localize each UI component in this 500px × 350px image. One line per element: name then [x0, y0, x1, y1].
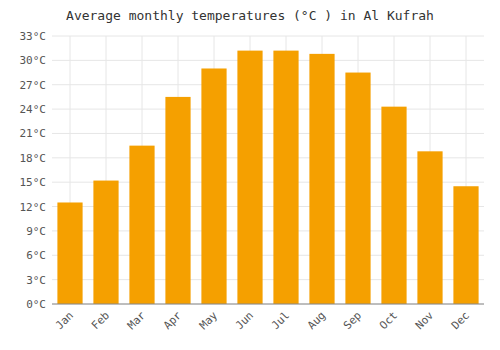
bar [201, 68, 226, 304]
x-tick-label: May [197, 309, 221, 333]
x-tick-label: Aug [305, 309, 328, 332]
y-tick-label: 6°C [26, 249, 46, 262]
x-axis: Jan Feb Mar Apr May Jun Jul Aug Sep Oct Nov Dec [52, 304, 484, 332]
y-tick-label: 24°C [20, 103, 47, 116]
y-tick-label: 33°C [20, 30, 47, 43]
bar [345, 73, 370, 304]
y-grid-line [52, 36, 484, 37]
y-grid-line [52, 84, 484, 85]
x-tick-label: Sep [341, 309, 364, 332]
chart-title: Average monthly temperatures (°C ) in Al… [66, 8, 434, 23]
chart-svg: Average monthly temperatures (°C ) in Al… [0, 0, 500, 350]
bar [93, 181, 118, 304]
bar [273, 51, 298, 304]
y-grid-line [52, 109, 484, 110]
bars [57, 51, 478, 304]
bar [309, 54, 334, 304]
bar [417, 151, 442, 304]
x-tick-label: Jul [269, 309, 292, 332]
bar [57, 202, 82, 304]
y-axis: 0°C 3°C 6°C 9°C 12°C 15°C 18°C 21°C 24°C 27°C 30°C… [20, 30, 47, 311]
x-tick-label: Nov [413, 309, 437, 333]
y-tick-label: 3°C [26, 274, 46, 287]
x-tick-label: Jun [233, 309, 256, 332]
y-tick-label: 21°C [20, 127, 47, 140]
y-tick-label: 12°C [20, 201, 47, 214]
x-tick-label: Feb [89, 309, 112, 332]
bar [453, 186, 478, 304]
bar [165, 97, 190, 304]
y-tick-label: 15°C [20, 176, 47, 189]
x-tick-label: Mar [125, 309, 149, 333]
x-tick-label: Dec [449, 309, 472, 332]
x-tick-label: Jan [53, 309, 76, 332]
y-grid-line [52, 304, 484, 305]
y-tick-label: 30°C [20, 54, 47, 67]
bar [129, 146, 154, 304]
bar [381, 107, 406, 304]
y-tick-label: 18°C [20, 152, 47, 165]
grid [52, 36, 484, 304]
y-grid-line [52, 60, 484, 61]
y-tick-label: 0°C [26, 298, 46, 311]
x-axis-line [52, 304, 484, 305]
y-tick-label: 27°C [20, 79, 47, 92]
x-tick-label: Oct [377, 309, 400, 332]
bar [237, 51, 262, 304]
chart-container: Average monthly temperatures (°C ) in Al… [0, 0, 500, 350]
y-tick-label: 9°C [26, 225, 46, 238]
x-tick-label: Apr [161, 309, 185, 333]
y-grid-line [52, 133, 484, 134]
